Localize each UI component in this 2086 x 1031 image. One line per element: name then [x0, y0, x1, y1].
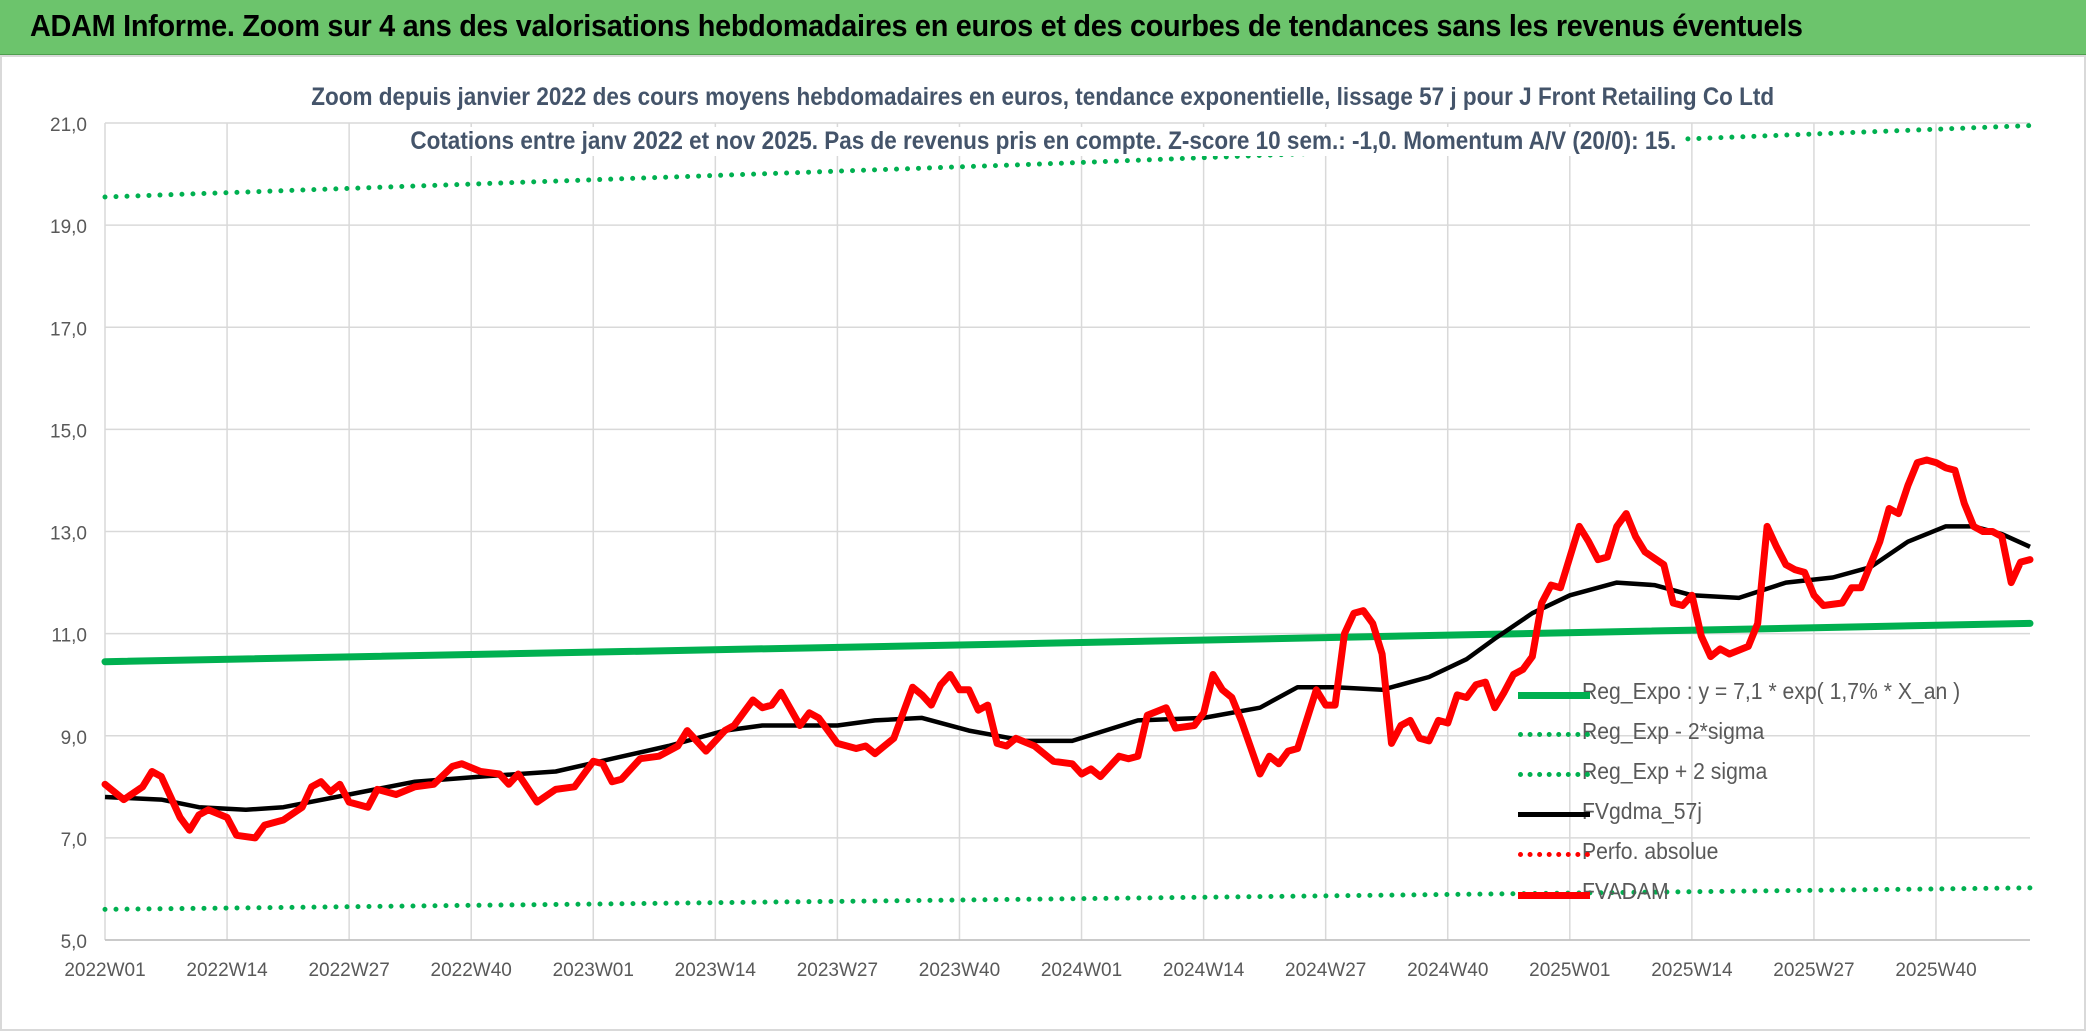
y-tick-label: 15,0 [50, 421, 87, 442]
x-tick-label: 2025W14 [1651, 960, 1733, 981]
x-tick-label: 2024W40 [1407, 960, 1488, 981]
chart-title: Zoom depuis janvier 2022 des cours moyen… [0, 83, 2086, 112]
report-banner: ADAM Informe. Zoom sur 4 ans des valoris… [0, 0, 2086, 55]
legend-item: FVgdma_57j [1510, 794, 2010, 834]
legend-swatch [1518, 732, 1590, 737]
chart-series [101, 123, 2034, 912]
y-tick-label: 21,0 [50, 115, 87, 136]
chart-legend: Reg_Expo : y = 7,1 * exp( 1,7% * X_an ) R… [1510, 674, 2010, 914]
legend-label: Perfo. absolue [1582, 838, 1719, 864]
y-tick-label: 7,0 [61, 830, 87, 851]
x-tick-label: 2023W27 [797, 960, 878, 981]
series-line-reg-exp-2-sigma [102, 885, 2033, 912]
series-line-fvadam [101, 456, 2034, 842]
y-tick-label: 19,0 [50, 217, 87, 238]
x-tick-label: 2023W40 [919, 960, 1000, 981]
chart-axes: 5,0 7,0 9,0 11,0 13,0 15,0 17,0 19,0 21,0 2022W01… [50, 115, 2030, 981]
series-line-reg-exp-2-sigma [102, 123, 2033, 200]
x-tick-label: 2022W40 [431, 960, 512, 981]
y-tick-label: 13,0 [50, 524, 87, 545]
y-tick-label: 11,0 [51, 626, 87, 647]
x-tick-label: 2025W27 [1773, 960, 1854, 981]
legend-item: Perfo. absolue [1510, 834, 2010, 874]
chart-grid [104, 122, 2030, 941]
x-tick-label: 2025W40 [1895, 960, 1976, 981]
legend-label: Reg_Expo : y = 7,1 * exp( 1,7% * X_an ) [1582, 678, 1961, 704]
legend-swatch [1518, 812, 1590, 817]
report-title: ADAM Informe. Zoom sur 4 ans des valoris… [30, 8, 1803, 43]
x-tick-label: 2022W14 [186, 960, 268, 981]
x-tick-label: 2023W14 [675, 960, 757, 981]
legend-label: Reg_Exp - 2*sigma [1582, 718, 1765, 744]
chart-frame [0, 55, 2086, 1031]
series-line-fvgdma-57j [104, 524, 2031, 813]
legend-item: Reg_Exp + 2 sigma [1510, 754, 2010, 794]
x-tick-label: 2022W27 [308, 960, 389, 981]
legend-label: FVADAM [1582, 878, 1669, 904]
y-tick-label: 17,0 [50, 319, 87, 340]
x-tick-label: 2023W01 [553, 960, 634, 981]
y-tick-label: 5,0 [61, 932, 87, 953]
legend-swatch [1518, 772, 1590, 777]
x-tick-label: 2024W01 [1041, 960, 1122, 981]
legend-item: FVADAM [1510, 874, 2010, 914]
x-tick-label: 2024W27 [1285, 960, 1366, 981]
series-line-reg-expo-y-7-1-exp-1-7-x-an [101, 619, 2034, 666]
legend-item: Reg_Expo : y = 7,1 * exp( 1,7% * X_an ) [1510, 674, 2010, 714]
chart-subtitle: Cotations entre janv 2022 et nov 2025. P… [0, 127, 2086, 156]
x-tick-label: 2024W14 [1163, 960, 1245, 981]
legend-swatch [1518, 892, 1590, 899]
legend-label: Reg_Exp + 2 sigma [1582, 758, 1768, 784]
legend-label: FVgdma_57j [1582, 798, 1702, 824]
legend-swatch [1518, 692, 1590, 699]
x-tick-label: 2025W01 [1529, 960, 1610, 981]
legend-item: Reg_Exp - 2*sigma [1510, 714, 2010, 754]
x-tick-label: 2022W01 [64, 960, 145, 981]
legend-swatch [1518, 852, 1590, 857]
y-tick-label: 9,0 [61, 728, 87, 749]
